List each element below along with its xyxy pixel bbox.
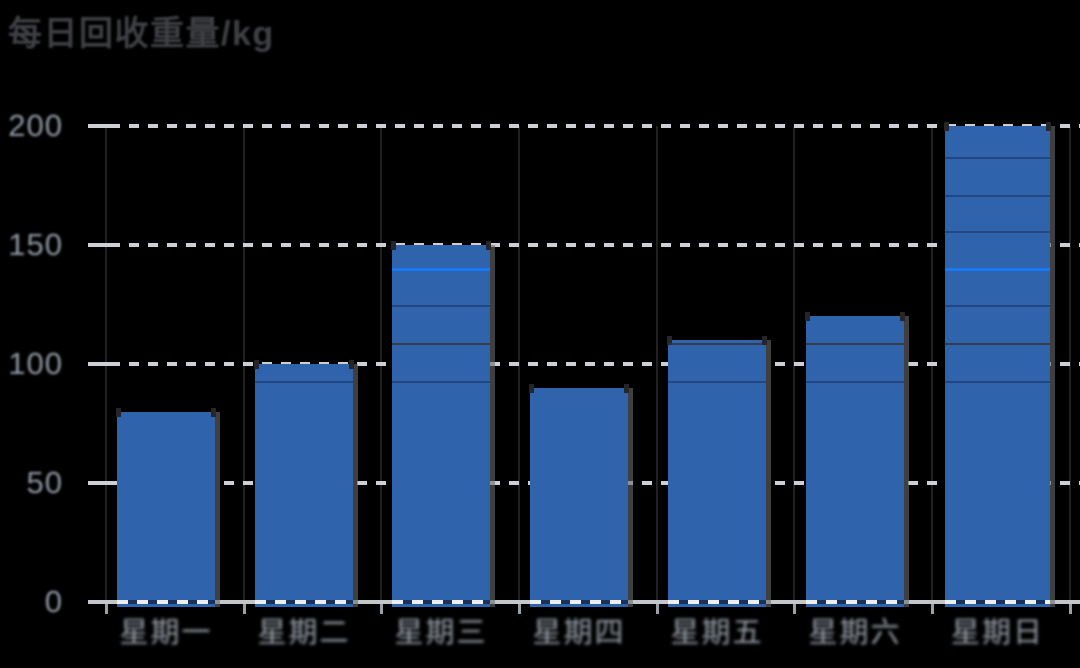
bar-right-shadow	[490, 245, 495, 607]
x-axis-tick	[656, 604, 659, 614]
x-axis-category-label: 星期日	[950, 617, 1045, 649]
reference-line	[668, 381, 766, 384]
y-gridline	[88, 243, 1080, 247]
baseline-dashes	[255, 600, 353, 604]
y-axis-tick-label: 100	[8, 346, 63, 381]
x-axis-tick	[793, 604, 796, 614]
reference-line	[392, 381, 490, 384]
bar-right-shadow	[1050, 126, 1055, 607]
y-axis-tick-label: 50	[26, 465, 63, 500]
x-axis-tick	[380, 604, 383, 614]
y-gridline	[88, 124, 1080, 128]
chart-title: 每日回收重量/kg	[8, 15, 275, 53]
bar	[254, 360, 358, 607]
bar	[667, 336, 771, 607]
baseline-dashes	[530, 599, 628, 604]
reference-line	[668, 342, 766, 345]
x-axis-category-label: 星期一	[119, 617, 213, 649]
bar-right-shadow	[766, 340, 771, 607]
reference-line	[945, 381, 1050, 384]
x-axis-tick	[243, 604, 246, 614]
baseline-dashes	[392, 600, 490, 604]
baseline-dashes	[945, 600, 1050, 604]
reference-line	[255, 381, 353, 384]
x-axis-tick	[931, 604, 934, 614]
baseline-dashes	[668, 599, 766, 604]
reference-line	[945, 342, 1050, 345]
reference-line	[392, 268, 490, 272]
x-axis-category-label: 星期四	[532, 617, 626, 649]
bar-right-shadow	[628, 387, 633, 607]
reference-line	[945, 268, 1050, 272]
x-axis-tick	[105, 604, 108, 614]
reference-line	[806, 342, 904, 345]
y-axis-tick-label: 200	[8, 108, 63, 143]
x-axis-category-label: 星期五	[670, 617, 764, 649]
y-axis-tick-label: 150	[8, 227, 63, 262]
reference-line	[945, 231, 1050, 234]
bar-right-shadow	[215, 411, 220, 607]
x-axis-tick	[1069, 604, 1072, 614]
bar	[805, 312, 909, 607]
reference-line	[806, 381, 904, 384]
reference-line	[945, 304, 1050, 307]
bar	[944, 122, 1055, 607]
bar-right-shadow	[904, 316, 909, 607]
x-axis-tick	[518, 604, 521, 614]
reference-line	[945, 195, 1050, 198]
y-gridline	[88, 362, 1080, 366]
y-axis-tick-label: 0	[44, 584, 63, 619]
baseline-dashes	[117, 599, 215, 604]
bar	[529, 383, 633, 607]
baseline-dashes	[806, 599, 904, 604]
x-axis-category-label: 星期三	[394, 617, 488, 649]
x-axis-category-label: 星期六	[808, 617, 902, 649]
bar	[116, 407, 220, 607]
bar	[391, 241, 495, 607]
x-axis-category-label: 星期二	[257, 617, 351, 649]
bar-right-shadow	[353, 364, 358, 607]
reference-line	[392, 342, 490, 345]
reference-line	[392, 304, 490, 307]
reference-line	[945, 157, 1050, 160]
